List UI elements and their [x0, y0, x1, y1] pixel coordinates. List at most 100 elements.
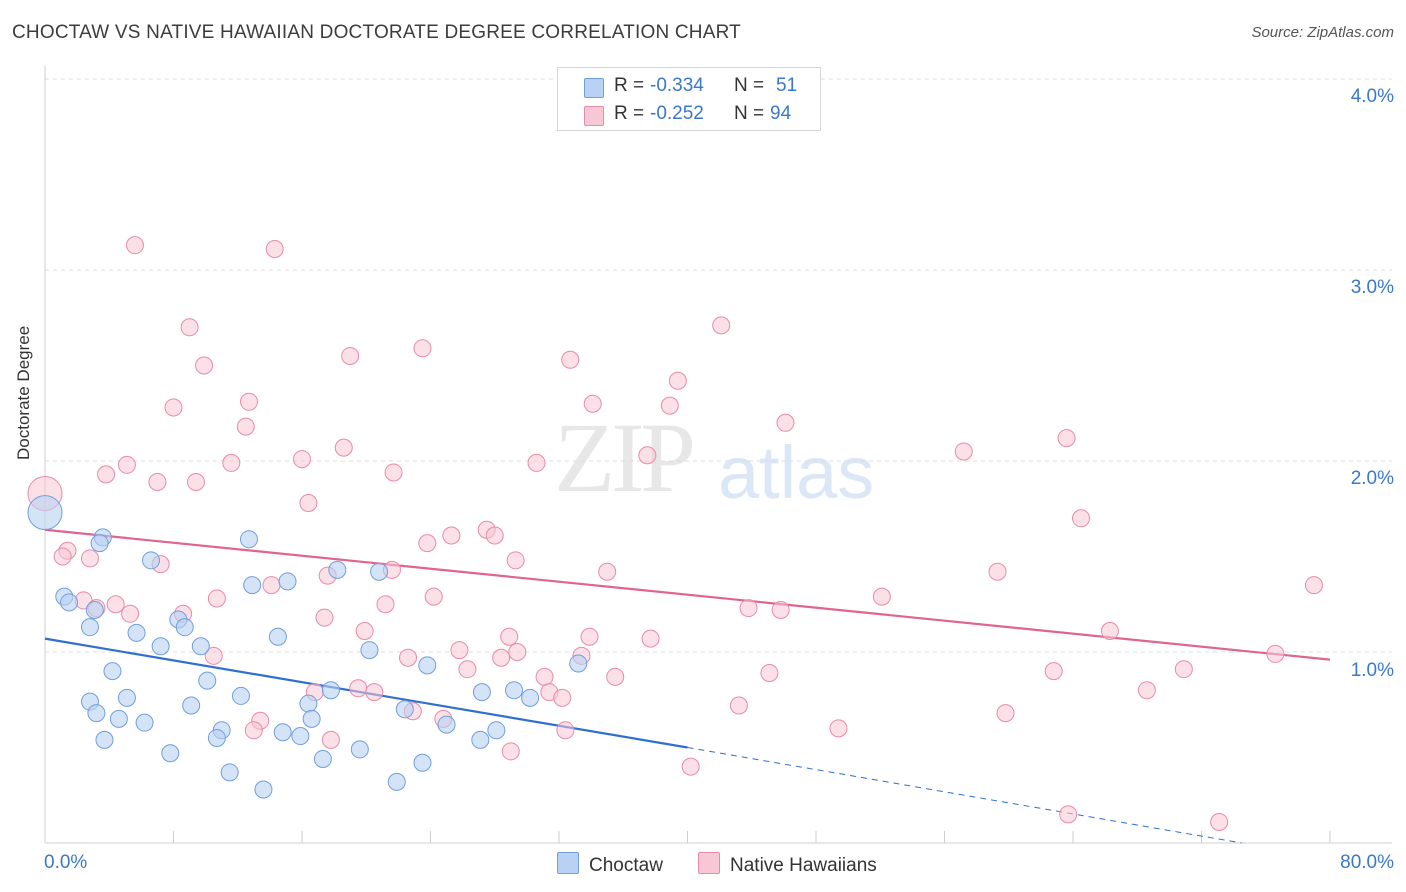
- hawaiian-point: [681, 757, 700, 776]
- hawaiian-point: [222, 453, 241, 472]
- legend-n-label: N =: [734, 75, 765, 96]
- hawaiian-point: [501, 742, 520, 761]
- hawaiian-point: [80, 549, 99, 568]
- hawaiian-point: [1072, 509, 1091, 528]
- legend-r-value: -0.252: [650, 103, 704, 124]
- legend-n-label: N =: [734, 103, 765, 124]
- legend-n-value: 94: [770, 103, 792, 124]
- choctaw-point: [291, 727, 310, 746]
- legend-n-value: 51: [776, 75, 798, 96]
- choctaw-swatch: [584, 78, 604, 98]
- hawaiian-point: [315, 608, 334, 627]
- choctaw-point: [505, 681, 524, 700]
- hawaiian-point: [265, 239, 284, 258]
- choctaw-point: [521, 688, 540, 707]
- hawaiian-point: [500, 627, 519, 646]
- choctaw-points: [27, 495, 588, 799]
- choctaw-point: [370, 562, 389, 581]
- chart-title: CHOCTAW VS NATIVE HAWAIIAN DOCTORATE DEG…: [12, 22, 741, 43]
- hawaiian-point: [376, 595, 395, 614]
- hawaiian-point: [638, 446, 657, 465]
- legend-r-value: -0.334: [650, 75, 704, 96]
- choctaw-point: [60, 593, 79, 612]
- hawaiian-point: [760, 664, 779, 683]
- choctaw-point: [273, 723, 292, 742]
- hawaiian-legend-swatch: [698, 852, 720, 874]
- hawaiian-point: [1100, 621, 1119, 640]
- hawaiian-point: [262, 576, 281, 595]
- choctaw-point: [135, 713, 154, 732]
- hawaiian-point: [641, 629, 660, 648]
- choctaw-point: [278, 572, 297, 591]
- hawaiian-point: [996, 704, 1015, 723]
- hawaiian-point: [349, 679, 368, 698]
- choctaw-point: [142, 551, 161, 570]
- hawaiian-point: [299, 494, 318, 513]
- legend-r-label: R =: [614, 103, 645, 124]
- legend-row-choctaw: R = -0.334 N = 51: [558, 74, 820, 100]
- hawaiian-point: [418, 534, 437, 553]
- choctaw-point: [231, 686, 250, 705]
- hawaiian-point: [988, 562, 1007, 581]
- choctaw-point: [27, 495, 63, 531]
- hawaiian-point: [1137, 681, 1156, 700]
- x-tick-max: 80.0%: [1340, 852, 1394, 873]
- hawaiian-point: [106, 595, 125, 614]
- hawaiian-point: [125, 236, 144, 255]
- y-tick-1: 1.0%: [1350, 660, 1394, 681]
- choctaw-point: [569, 654, 588, 673]
- hawaiian-point: [399, 648, 418, 667]
- hawaiian-point: [164, 398, 183, 417]
- bottom-legend-hawaiian: Native Hawaiians: [698, 852, 877, 877]
- hawaiian-point: [244, 721, 263, 740]
- choctaw-point: [191, 637, 210, 656]
- hawaiian-point: [1266, 644, 1285, 663]
- hawaiian-point: [458, 660, 477, 679]
- hawaiian-point: [1044, 662, 1063, 681]
- hawaiian-point: [556, 721, 575, 740]
- hawaiian-swatch: [584, 106, 604, 126]
- choctaw-point: [151, 637, 170, 656]
- hawaiian-point: [1210, 812, 1229, 831]
- hawaiian-trend-line: [44, 528, 1331, 661]
- choctaw-point: [299, 694, 318, 713]
- native-hawaiians-points: [27, 236, 1323, 831]
- choctaw-point: [268, 627, 287, 646]
- correlation-legend: R = -0.334 N = 51 R = -0.252 N = 94: [557, 67, 821, 131]
- hawaiian-point: [1174, 660, 1193, 679]
- legend-r-label: R =: [614, 75, 645, 96]
- hawaiian-point: [180, 318, 199, 337]
- y-tick-4: 4.0%: [1350, 86, 1394, 107]
- hawaiian-point: [186, 473, 205, 492]
- hawaiian-point: [771, 600, 790, 619]
- gridlines: [45, 78, 1392, 653]
- choctaw-point: [87, 704, 106, 723]
- choctaw-point: [182, 696, 201, 715]
- hawaiian-point: [508, 643, 527, 661]
- hawaiian-point: [121, 604, 140, 623]
- hawaiian-point: [580, 627, 599, 646]
- choctaw-point: [254, 780, 273, 799]
- hawaiian-point: [117, 455, 136, 474]
- choctaw-point: [198, 671, 217, 690]
- hawaiian-point: [668, 371, 687, 390]
- hawaiian-point: [355, 621, 374, 640]
- choctaw-point: [220, 763, 239, 782]
- hawaiian-point: [1059, 805, 1078, 824]
- hawaiian-point: [341, 346, 360, 365]
- hawaiian-point: [739, 599, 758, 618]
- choctaw-point: [127, 623, 146, 642]
- choctaw-point: [321, 681, 340, 700]
- choctaw-point: [487, 721, 506, 740]
- choctaw-point: [103, 662, 122, 681]
- choctaw-point: [395, 700, 414, 719]
- hawaiian-point: [1304, 576, 1323, 595]
- hawaiian-point: [606, 667, 625, 686]
- hawaiian-point: [829, 719, 848, 738]
- choctaw-point: [302, 709, 321, 728]
- choctaw-point: [239, 530, 258, 549]
- choctaw-point: [85, 600, 104, 619]
- y-tick-2: 2.0%: [1350, 468, 1394, 489]
- hawaiian-point: [712, 316, 731, 335]
